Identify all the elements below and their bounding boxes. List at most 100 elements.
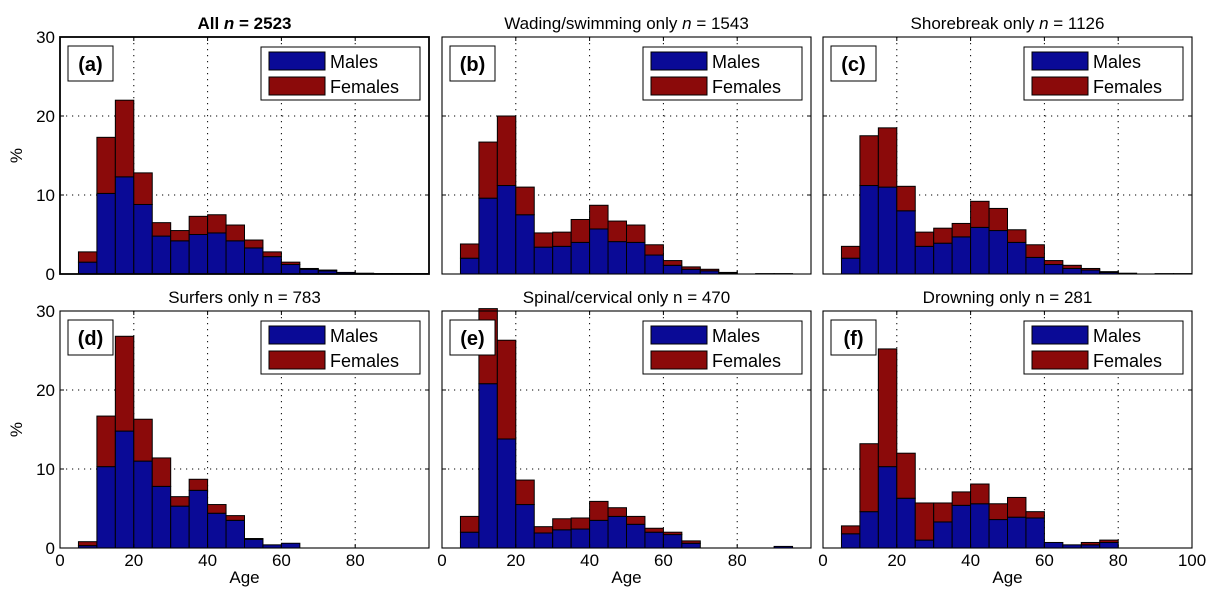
bar-males bbox=[225, 519, 246, 549]
panel-title: All n = 2523 bbox=[197, 14, 291, 33]
panel-title-part: Wading/swimming only bbox=[504, 14, 682, 33]
bar-males bbox=[496, 185, 517, 275]
bar-females bbox=[877, 348, 898, 468]
panel-title-part: Surfers only n = 783 bbox=[168, 288, 321, 307]
bar-males bbox=[644, 254, 664, 275]
bar-males bbox=[859, 185, 879, 275]
bar-males bbox=[207, 232, 227, 275]
bar-females bbox=[133, 172, 153, 205]
bar-males bbox=[1025, 517, 1045, 549]
legend-label-females: Females bbox=[712, 77, 781, 97]
bar-females bbox=[1080, 541, 1101, 546]
x-axis-label: Age bbox=[229, 568, 259, 587]
bar-females bbox=[951, 222, 972, 238]
bar-females bbox=[96, 136, 116, 194]
y-tick-label: 20 bbox=[36, 107, 55, 126]
panel-title-part: Drowning only n = 281 bbox=[923, 288, 1093, 307]
panel-title-part: = 1543 bbox=[692, 14, 749, 33]
bar-females bbox=[626, 224, 646, 243]
bar-males bbox=[914, 245, 935, 275]
bar-females bbox=[570, 218, 591, 243]
panel-title-part: Shorebreak only bbox=[911, 14, 1040, 33]
legend-label-males: Males bbox=[712, 52, 760, 72]
bar-females bbox=[951, 491, 972, 506]
panel-label: (c) bbox=[841, 54, 865, 76]
plot-frame bbox=[441, 310, 812, 549]
panel-label-box bbox=[67, 45, 114, 82]
bar-females bbox=[840, 525, 861, 535]
bar-males bbox=[552, 245, 572, 275]
bar-males bbox=[914, 539, 935, 549]
bar-males bbox=[877, 466, 898, 549]
x-tick-label: 40 bbox=[961, 551, 980, 570]
legend-swatch-males bbox=[650, 325, 708, 345]
bar-males bbox=[970, 503, 990, 549]
panel-label: (d) bbox=[78, 328, 104, 350]
bar-males bbox=[840, 257, 861, 275]
x-tick-label: 60 bbox=[272, 551, 291, 570]
bar-males bbox=[77, 261, 98, 275]
bar-females bbox=[1080, 267, 1101, 271]
bar-females bbox=[533, 232, 554, 248]
bar-males bbox=[570, 528, 591, 549]
bar-males bbox=[988, 519, 1008, 549]
bar-females bbox=[877, 127, 898, 188]
bar-females bbox=[114, 99, 135, 178]
y-axis-label: % bbox=[7, 148, 26, 163]
bar-females bbox=[114, 335, 135, 432]
bar-males bbox=[496, 438, 517, 549]
x-tick-label: 60 bbox=[1035, 551, 1054, 570]
legend-label-males: Males bbox=[330, 52, 378, 72]
bar-males bbox=[533, 532, 554, 549]
panel-title: Drowning only n = 281 bbox=[923, 288, 1093, 307]
plot-frame bbox=[441, 36, 812, 275]
x-tick-label: 20 bbox=[506, 551, 525, 570]
legend-label-females: Females bbox=[1093, 77, 1162, 97]
legend-swatch-females bbox=[268, 76, 326, 96]
bar-males bbox=[478, 197, 498, 275]
panel-label-box bbox=[830, 45, 877, 82]
bar-males bbox=[262, 256, 282, 275]
bar-females bbox=[644, 527, 664, 533]
bar-males bbox=[280, 542, 301, 549]
bar-males bbox=[951, 236, 972, 275]
bar-males bbox=[133, 203, 153, 275]
panel-d: 0 10 20 30 0 20 40 60 80% Age Surfers only n = 783… bbox=[7, 288, 430, 587]
bar-males bbox=[662, 534, 683, 549]
bar-females bbox=[244, 538, 264, 540]
bar-females bbox=[570, 517, 591, 530]
bar-males bbox=[607, 241, 627, 275]
panel-f: 0 20 40 60 80 100 Age Drowning only n = 281 (f) M… bbox=[818, 288, 1206, 587]
bar-females bbox=[207, 214, 227, 234]
bar-males bbox=[1043, 541, 1064, 549]
bar-females bbox=[244, 239, 264, 249]
bar-males bbox=[589, 228, 609, 275]
bar-males bbox=[970, 226, 990, 275]
bar-males bbox=[96, 466, 116, 549]
y-tick-label: 0 bbox=[46, 265, 55, 284]
bar-females bbox=[188, 478, 209, 491]
bar-males bbox=[133, 460, 153, 549]
bar-males bbox=[188, 234, 209, 275]
bar-females bbox=[496, 339, 517, 440]
bar-males bbox=[114, 430, 135, 549]
bar-females bbox=[1099, 539, 1119, 543]
bar-males bbox=[1099, 541, 1119, 549]
x-tick-label: 0 bbox=[55, 551, 64, 570]
panel-label: (b) bbox=[460, 54, 486, 76]
bar-males bbox=[859, 511, 879, 549]
bar-males bbox=[280, 264, 301, 275]
bar-females bbox=[133, 418, 153, 462]
bar-males bbox=[459, 257, 480, 275]
x-tick-label: 40 bbox=[198, 551, 217, 570]
bar-males bbox=[896, 210, 916, 275]
y-tick-label: 0 bbox=[46, 539, 55, 558]
bar-females bbox=[151, 222, 172, 237]
panel-title: Wading/swimming only n = 1543 bbox=[504, 14, 749, 33]
x-tick-label: 0 bbox=[437, 551, 446, 570]
bar-males bbox=[1007, 516, 1027, 549]
bar-females bbox=[533, 526, 554, 534]
panel-e: 0 20 40 60 80 Age Spinal/cervical only n = 470… bbox=[437, 288, 812, 587]
y-axis-label: % bbox=[7, 422, 26, 437]
